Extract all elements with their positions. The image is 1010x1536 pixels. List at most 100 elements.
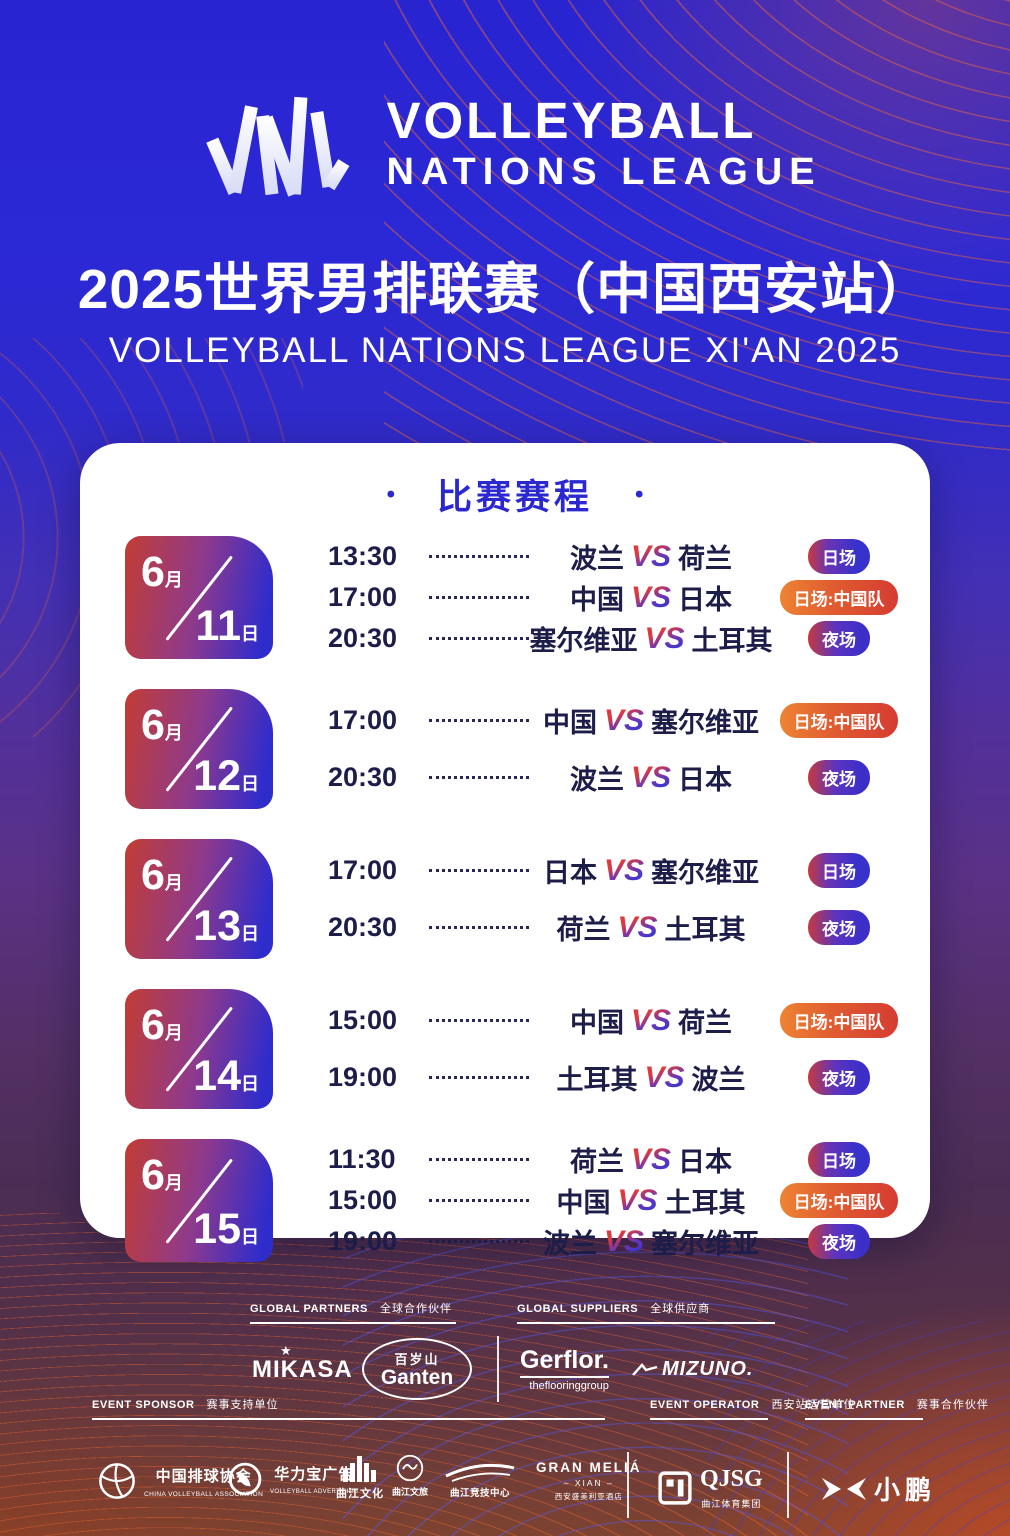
away-team: 日本 xyxy=(678,765,733,795)
month-number: 6 xyxy=(141,1001,165,1049)
event-operator-cn: 西安站运营单位 xyxy=(771,1399,856,1411)
home-team: 波兰 xyxy=(542,1229,597,1259)
session-badge-column: 日场 xyxy=(773,853,905,888)
schedule-heading: • 比赛赛程 • xyxy=(125,469,905,520)
global-partners-en: GLOBAL PARTNERS xyxy=(250,1303,368,1315)
dotted-leader xyxy=(429,555,529,558)
home-team: 荷兰 xyxy=(556,915,611,945)
match-teams: 波兰 VS 塞尔维亚 xyxy=(529,1222,773,1261)
month-unit: 月 xyxy=(164,873,183,893)
session-badge-column: 日场 xyxy=(773,1142,905,1177)
match-time: 15:00 xyxy=(328,1185,398,1215)
session-badge-column: 日场:中国队 xyxy=(773,703,905,738)
match-time: 13:30 xyxy=(328,541,398,571)
dotted-leader xyxy=(429,869,529,872)
vs-label: VS xyxy=(630,1142,672,1176)
dotted-leader xyxy=(429,1076,529,1079)
vnl-logo-icon xyxy=(206,96,350,197)
month-number: 6 xyxy=(141,701,165,749)
date-day: 15日 xyxy=(193,1205,259,1254)
day-number: 12 xyxy=(193,752,241,800)
date-block: 6月 14日 xyxy=(125,989,273,1109)
date-month: 6月 xyxy=(141,548,183,597)
away-team: 塞尔维亚 xyxy=(651,858,760,888)
session-badge: 日场:中国队 xyxy=(779,580,899,615)
match-row: 17:00 日本 VS 塞尔维亚 日场 xyxy=(273,842,905,899)
match-row: 19:00 土耳其 VS 波兰 夜场 xyxy=(273,1049,905,1106)
match-row: 20:30 波兰 VS 日本 夜场 xyxy=(273,749,905,806)
session-badge: 夜场 xyxy=(808,1224,870,1259)
event-sponsor-cn: 赛事支持单位 xyxy=(206,1399,279,1411)
schedule-card: • 比赛赛程 • 6月 11日 13:30 波兰 VS 荷兰 日场 17:00 xyxy=(80,443,930,1262)
dotted-leader xyxy=(429,637,529,640)
vs-label: VS xyxy=(630,580,672,614)
session-badge: 日场 xyxy=(808,1142,870,1177)
mikasa-wordmark: MIKASA xyxy=(252,1356,353,1383)
session-badge: 夜场 xyxy=(808,910,870,945)
away-team: 波兰 xyxy=(691,1065,746,1095)
month-number: 6 xyxy=(141,1151,165,1199)
hualibao-advertising-logo: 华力宝广告 VOLLEYBALL ADVERTISING xyxy=(228,1462,359,1496)
global-partners-cn: 全球合作伙伴 xyxy=(380,1303,452,1315)
dotted-leader xyxy=(429,926,529,929)
date-block: 6月 11日 xyxy=(125,536,273,659)
match-teams: 波兰 VS 荷兰 xyxy=(529,537,773,576)
match-time: 20:30 xyxy=(328,762,398,792)
heading-bullet-left: • xyxy=(386,480,395,508)
match-teams: 日本 VS 塞尔维亚 xyxy=(529,851,773,890)
background-contours-top-right xyxy=(383,0,1010,461)
session-badge-column: 夜场 xyxy=(773,1060,905,1095)
day-unit: 日 xyxy=(241,924,259,944)
date-day: 13日 xyxy=(193,902,259,951)
vs-label: VS xyxy=(617,1183,658,1217)
xpeng-chinese: 小鹏 xyxy=(874,1475,937,1505)
heading-text: 比赛赛程 xyxy=(436,478,593,517)
match-rows: 15:00 中国 VS 荷兰 日场:中国队 19:00 土耳其 VS 波兰 夜场 xyxy=(273,989,905,1109)
vs-label: VS xyxy=(630,539,672,573)
home-team: 中国 xyxy=(569,585,624,615)
match-time: 20:30 xyxy=(328,623,398,653)
match-row: 15:00 中国 VS 荷兰 日场:中国队 xyxy=(273,992,905,1049)
vs-label: VS xyxy=(644,621,685,655)
dotted-leader xyxy=(429,1019,529,1022)
day-number: 15 xyxy=(193,1205,241,1253)
footer-divider xyxy=(787,1452,789,1518)
away-team: 土耳其 xyxy=(664,1188,746,1218)
day-group-june-13: 6月 13日 17:00 日本 VS 塞尔维亚 日场 20:30 荷兰 VS 土耳其 夜… xyxy=(125,839,905,959)
match-rows: 11:30 荷兰 VS 日本 日场 15:00 中国 VS 土耳其 日场:中国队 19:… xyxy=(273,1139,905,1262)
month-unit: 月 xyxy=(164,1173,183,1193)
day-unit: 日 xyxy=(241,774,259,794)
session-badge: 夜场 xyxy=(808,1060,870,1095)
footer-divider xyxy=(627,1452,629,1518)
event-title-english: VOLLEYBALL NATIONS LEAGUE XI'AN 2025 xyxy=(108,331,902,370)
home-team: 中国 xyxy=(556,1188,611,1218)
qjsg-mark-icon xyxy=(658,1471,692,1505)
global-suppliers-en: GLOBAL SUPPLIERS xyxy=(517,1303,639,1315)
gerflor-wordmark: Gerflor. xyxy=(520,1346,609,1378)
vs-label: VS xyxy=(603,853,645,887)
day-unit: 日 xyxy=(241,1074,259,1094)
match-teams: 荷兰 VS 土耳其 xyxy=(529,908,773,947)
date-day: 14日 xyxy=(193,1052,259,1101)
vs-label: VS xyxy=(630,760,672,794)
hualibao-ball-icon xyxy=(228,1462,262,1496)
date-month: 6月 xyxy=(141,1001,183,1050)
mikasa-star-icon: ★ xyxy=(280,1343,293,1358)
event-partner-en: EVENT PARTNER xyxy=(805,1399,905,1411)
qujiang-culture-logo: 曲江文化 xyxy=(336,1456,384,1501)
date-month: 6月 xyxy=(141,851,183,900)
event-sponsor-en: EVENT SPONSOR xyxy=(92,1399,195,1411)
match-row: 11:30 荷兰 VS 日本 日场 xyxy=(273,1139,905,1180)
match-time: 20:30 xyxy=(328,912,398,942)
match-row: 13:30 波兰 VS 荷兰 日场 xyxy=(273,536,905,577)
session-badge-column: 夜场 xyxy=(773,910,905,945)
match-row: 17:00 中国 VS 塞尔维亚 日场:中国队 xyxy=(273,692,905,749)
qujiang-sports-text: 曲江竞技中心 xyxy=(449,1488,510,1499)
match-time: 17:00 xyxy=(328,855,398,885)
day-unit: 日 xyxy=(241,624,259,644)
match-rows: 17:00 中国 VS 塞尔维亚 日场:中国队 20:30 波兰 VS 日本 夜场 xyxy=(273,689,905,809)
match-teams: 中国 VS 荷兰 xyxy=(529,1001,773,1040)
session-badge: 日场 xyxy=(808,853,870,888)
match-row: 20:30 塞尔维亚 VS 土耳其 夜场 xyxy=(273,618,905,659)
